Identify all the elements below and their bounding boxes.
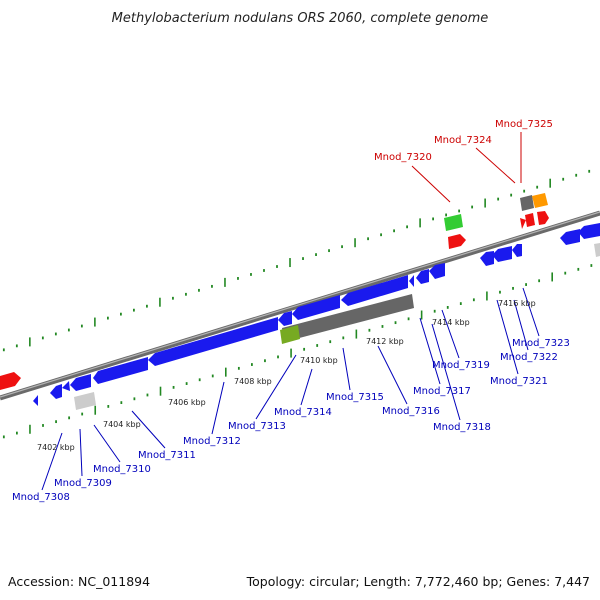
label-mnod-7314[interactable]: Mnod_7314 [274, 407, 332, 418]
tick-7408: 7408 kbp [234, 377, 272, 386]
leader-mnod-7316 [377, 345, 408, 405]
tick-7412: 7412 kbp [366, 337, 404, 346]
gene-mnod-7324-gray[interactable] [520, 195, 534, 211]
leader-mnod-7314 [300, 368, 313, 406]
label-mnod-7323[interactable]: Mnod_7323 [512, 338, 570, 349]
gene-blue-right-2[interactable] [578, 223, 600, 239]
gene-blue-7311[interactable] [70, 374, 91, 391]
genome-stats-text: Topology: circular; Length: 7,772,460 bp… [246, 574, 590, 589]
leader-mnod-7308 [41, 432, 63, 491]
leader-mnod-7324 [475, 147, 516, 184]
coordinate-ticks: 7402 kbp 7404 kbp 7406 kbp 7408 kbp 7410… [37, 299, 536, 452]
label-mnod-7316[interactable]: Mnod_7316 [382, 406, 440, 417]
label-mnod-7311[interactable]: Mnod_7311 [138, 450, 196, 461]
tick-7406: 7406 kbp [168, 398, 206, 407]
gene-blue-7322[interactable] [492, 246, 512, 262]
label-mnod-7325[interactable]: Mnod_7325 [495, 119, 553, 130]
label-leaders [41, 132, 540, 491]
gene-blue-right-1[interactable] [560, 229, 580, 245]
gene-mnod-7320-red[interactable] [448, 234, 466, 249]
leader-mnod-7309 [79, 428, 83, 477]
leader-mnod-7321 [496, 299, 519, 375]
label-mnod-7321[interactable]: Mnod_7321 [490, 376, 548, 387]
label-mnod-7318[interactable]: Mnod_7318 [433, 422, 491, 433]
gene-blue-7313[interactable] [148, 317, 278, 366]
label-mnod-7310[interactable]: Mnod_7310 [93, 464, 151, 475]
gene-forward-red-small-1[interactable] [520, 218, 526, 229]
tick-7416: 7416 kbp [498, 299, 536, 308]
label-mnod-7317[interactable]: Mnod_7317 [413, 386, 471, 397]
gene-blue-7319[interactable] [416, 269, 429, 284]
label-mnod-7312[interactable]: Mnod_7312 [183, 436, 241, 447]
label-mnod-7320[interactable]: Mnod_7320 [374, 152, 432, 163]
label-mnod-7322[interactable]: Mnod_7322 [500, 352, 558, 363]
gene-blue-7321[interactable] [480, 251, 494, 266]
leader-mnod-7319 [441, 309, 460, 359]
gene-blue-7315[interactable] [292, 295, 340, 320]
guide-dots [2, 169, 593, 439]
label-mnod-7324[interactable]: Mnod_7324 [434, 135, 492, 146]
gene-blue-7310[interactable] [62, 381, 70, 391]
leader-mnod-7318 [431, 323, 461, 421]
gene-blue-7312[interactable] [93, 357, 148, 384]
gene-lightgray-right[interactable] [594, 243, 600, 257]
leader-mnod-7317 [419, 317, 441, 385]
gene-blue-7318[interactable] [409, 275, 414, 287]
label-mnod-7315[interactable]: Mnod_7315 [326, 392, 384, 403]
leader-mnod-7310 [93, 424, 121, 463]
leader-mnod-7320 [411, 165, 451, 203]
gene-forward-red-small-3[interactable] [537, 211, 549, 225]
label-mnod-7309[interactable]: Mnod_7309 [54, 478, 112, 489]
leader-mnod-7313 [255, 354, 297, 420]
gene-blue-7309[interactable] [50, 384, 62, 399]
gene-gray-reverse-1[interactable] [282, 294, 414, 342]
gene-mnod-7320-green[interactable] [444, 214, 463, 231]
tick-7414: 7414 kbp [432, 318, 470, 327]
gene-olive-reverse[interactable] [280, 325, 300, 344]
genome-backbone [0, 210, 600, 401]
gene-blue-7323[interactable] [512, 244, 522, 257]
leader-mnod-7312 [211, 381, 225, 435]
gene-features [0, 193, 600, 410]
label-mnod-7308[interactable]: Mnod_7308 [12, 492, 70, 503]
tick-7402: 7402 kbp [37, 443, 75, 452]
tick-7404: 7404 kbp [103, 420, 141, 429]
gene-lightgray-7309[interactable] [74, 392, 96, 410]
leader-mnod-7322 [513, 299, 529, 351]
tick-7410: 7410 kbp [300, 356, 338, 365]
accession-text: Accession: NC_011894 [8, 574, 150, 589]
genome-backbone-highlight [0, 211, 600, 398]
map-title: Methylobacterium nodulans ORS 2060, comp… [112, 11, 489, 26]
gene-blue-7316[interactable] [341, 275, 408, 306]
label-mnod-7319[interactable]: Mnod_7319 [432, 360, 490, 371]
leader-mnod-7315 [342, 347, 351, 391]
label-mnod-7313[interactable]: Mnod_7313 [228, 421, 286, 432]
gene-blue-7319b[interactable] [429, 263, 445, 279]
gene-blue-7308[interactable] [33, 395, 38, 406]
leader-mnod-7311 [131, 410, 166, 449]
leader-mnod-7323 [522, 287, 540, 337]
reverse-gene-labels: Mnod_7308 Mnod_7309 Mnod_7310 Mnod_7311 … [12, 338, 570, 503]
gene-forward-red-left[interactable] [0, 372, 21, 390]
gene-blue-7314[interactable] [278, 311, 292, 326]
gene-forward-red-small-2[interactable] [525, 213, 535, 227]
gene-mnod-7325-orange[interactable] [532, 193, 548, 208]
forward-gene-labels: Mnod_7320 Mnod_7324 Mnod_7325 [374, 119, 553, 163]
